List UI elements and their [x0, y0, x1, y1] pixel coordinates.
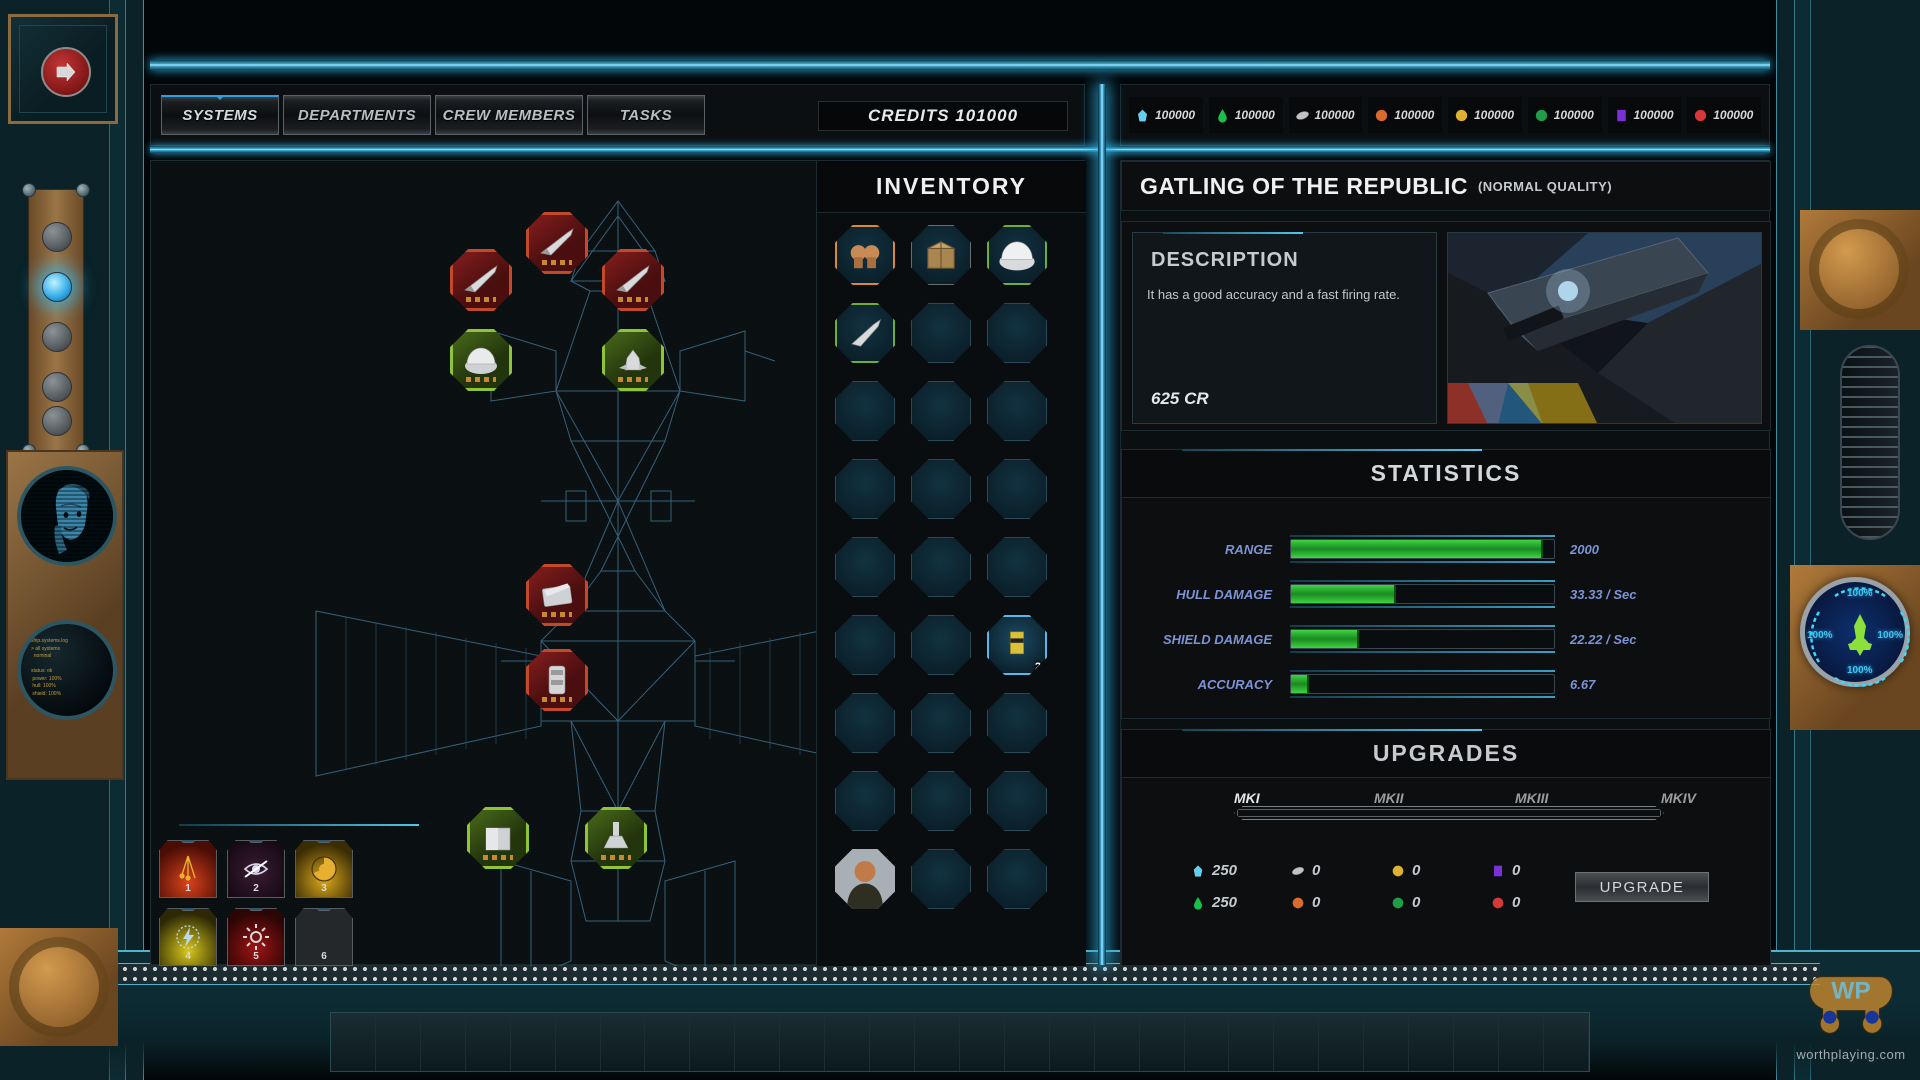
svg-text:WP: WP: [1831, 977, 1870, 1004]
